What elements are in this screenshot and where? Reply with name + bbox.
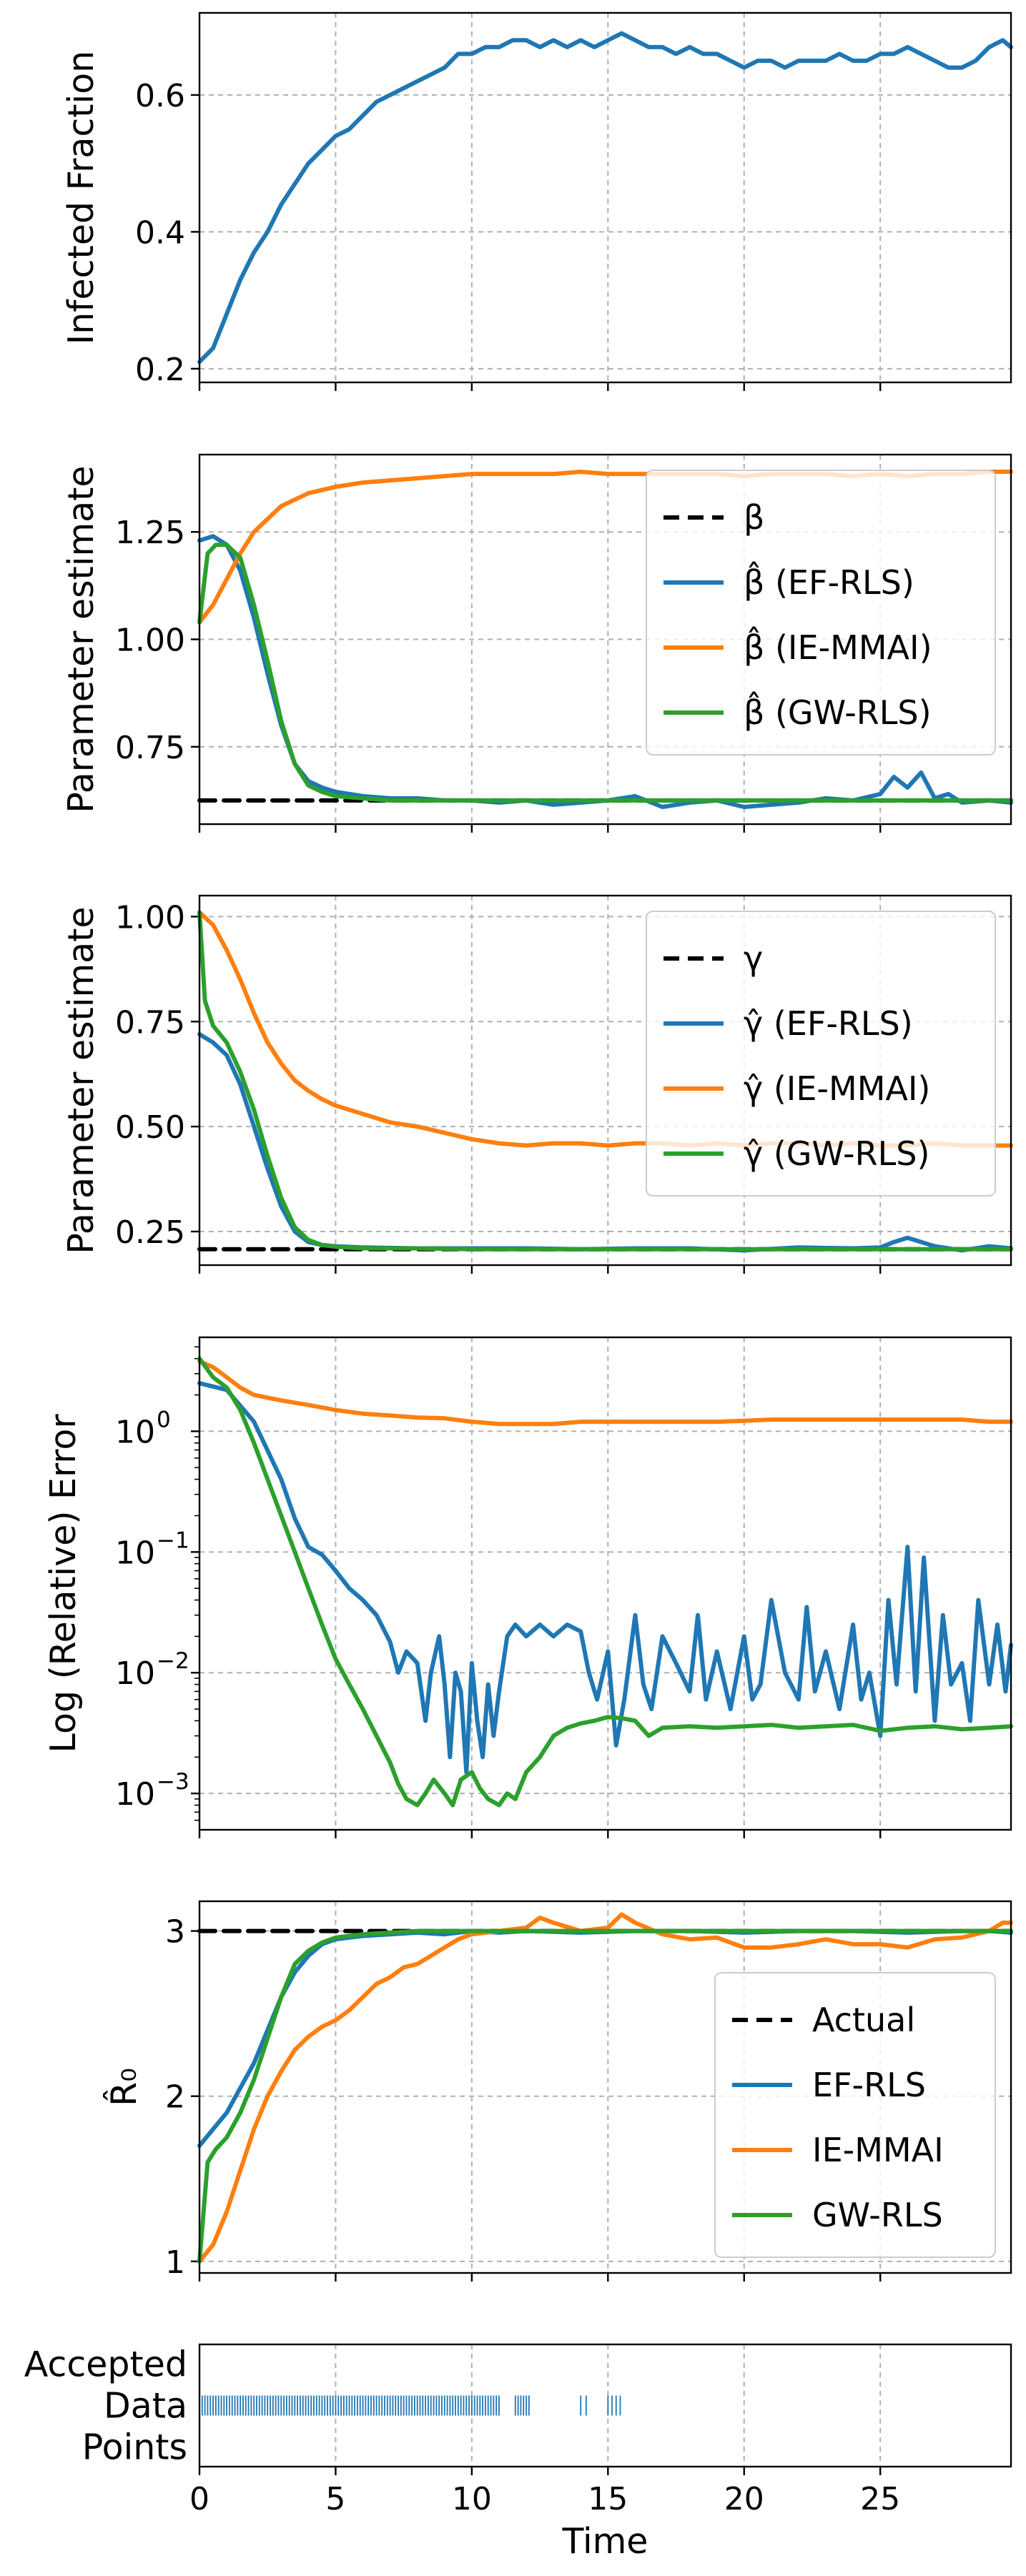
y-tick-label: 10	[115, 1414, 155, 1450]
y-tick-exponent: 0	[157, 1407, 171, 1432]
legend: β β̂ (EF-RLS) β̂ (IE-MMAI) β̂ (GW-RLS)	[646, 470, 996, 756]
axes-frame	[198, 894, 1012, 1267]
y-tick-label: 10	[115, 1776, 155, 1813]
y-tick-exponent: −2	[157, 1648, 189, 1674]
y-tick-label: 0.6	[135, 78, 185, 114]
legend: γ γ̂ (EF-RLS) γ̂ (IE-MMAI) γ̂ (GW-RLS)	[646, 911, 996, 1197]
x-tick-label: 15	[588, 2481, 628, 2517]
y-axis-label: Parameter estimate	[61, 906, 102, 1254]
series-line	[197, 31, 1013, 365]
x-tick-label: 0	[189, 2481, 209, 2517]
panel-1: 0.2 0.4 0.6 Infected Fraction	[61, 11, 1013, 391]
panel-2: 0.75 1.00 1.25 Parameter estimate β β̂ (EF-RL…	[61, 453, 1013, 833]
legend-label: Actual	[812, 2001, 915, 2039]
series-line	[197, 1381, 1013, 1775]
legend-label: EF-RLS	[812, 2066, 926, 2104]
x-tick-label: 20	[724, 2481, 764, 2517]
y-tick-label: 2	[165, 2079, 185, 2116]
legend-label: γ̂ (GW-RLS)	[744, 1134, 929, 1173]
axes-frame	[198, 1900, 1012, 2274]
series-line	[197, 1356, 1013, 1808]
y-tick-label: 0.75	[115, 730, 185, 766]
y-tick-label: 1.25	[115, 515, 185, 551]
legend-label: β̂ (IE-MMAI)	[744, 626, 932, 667]
axes-frame	[198, 2343, 1012, 2468]
axes-frame	[198, 453, 1012, 826]
y-axis-label-line: Data	[104, 2386, 187, 2427]
series-line	[197, 910, 1013, 1252]
legend-label: β̂ (GW-RLS)	[744, 691, 932, 732]
y-tick-label: 1.00	[115, 623, 185, 659]
legend-label: γ	[744, 939, 763, 978]
legend-label: γ̂ (EF-RLS)	[744, 1004, 913, 1043]
legend: Actual EF-RLS IE-MMAI GW-RLS	[714, 1972, 996, 2258]
y-tick-label: 10	[115, 1535, 155, 1571]
x-axis-label: Time	[562, 2521, 648, 2562]
y-tick-label: 0.50	[115, 1109, 185, 1146]
axes-frame	[198, 11, 1012, 384]
legend-box	[646, 911, 996, 1197]
y-tick-label: 0.4	[135, 214, 185, 251]
legend-label: γ̂ (IE-MMAI)	[744, 1069, 930, 1108]
legend-label: β̂ (EF-RLS)	[744, 561, 914, 602]
legend-label: IE-MMAI	[812, 2131, 944, 2169]
y-tick-label: 1	[165, 2244, 185, 2281]
legend-box	[646, 470, 996, 756]
y-axis-label: R̂₀	[102, 2068, 144, 2106]
y-axis-label: Parameter estimate	[61, 465, 102, 813]
y-tick-label: 0.75	[115, 1004, 185, 1041]
y-axis-label: Log (Relative) Error	[43, 1414, 84, 1753]
x-tick-label: 5	[325, 2481, 345, 2517]
legend-label: GW-RLS	[812, 2196, 943, 2234]
series-line	[197, 543, 1013, 803]
y-tick-exponent: −3	[157, 1769, 189, 1795]
legend-box	[714, 1972, 996, 2258]
y-axis-label-line: Points	[82, 2427, 187, 2468]
y-tick-label: 0.25	[115, 1214, 185, 1251]
y-tick-label: 10	[115, 1655, 155, 1692]
y-tick-exponent: −1	[157, 1527, 189, 1553]
panel-5: 1 2 3 R̂₀ Actual EF-RLS IE-MMAI GW-RLS	[102, 1900, 1013, 2282]
y-tick-label: 1.00	[115, 899, 185, 936]
series-line	[197, 1928, 1013, 2264]
x-tick-label: 10	[452, 2481, 492, 2517]
y-tick-label: 0.2	[135, 352, 185, 388]
x-tick-label: 25	[860, 2481, 900, 2517]
y-axis-label: Infected Fraction	[61, 51, 102, 345]
y-tick-label: 3	[165, 1914, 185, 1951]
panel-3: 0.25 0.50 0.75 1.00 Parameter estimate γ γ̂ (E…	[61, 894, 1013, 1274]
axes-frame	[198, 1336, 1012, 1831]
y-axis-label-line: Accepted	[24, 2344, 187, 2385]
series-line	[197, 1359, 1013, 1427]
legend-label: β	[744, 498, 764, 537]
